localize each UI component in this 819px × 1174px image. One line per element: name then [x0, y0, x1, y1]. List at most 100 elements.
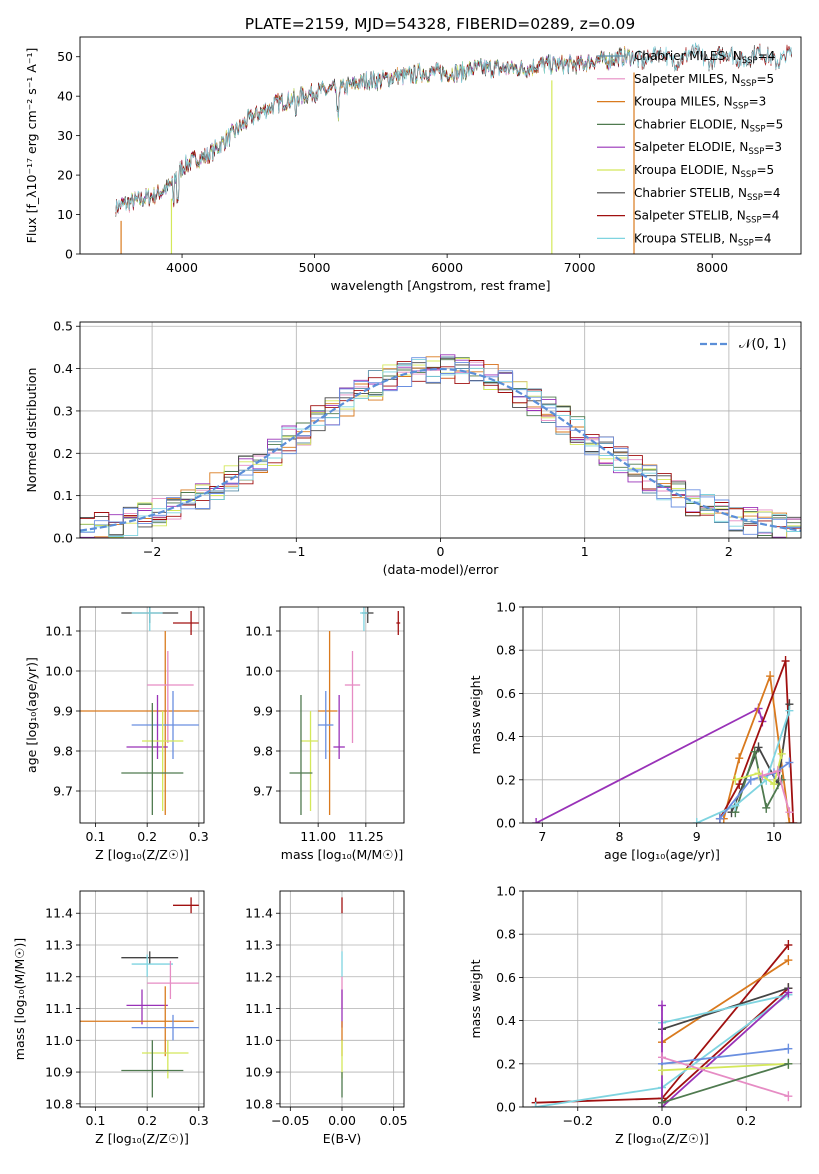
legend-subscript: SSP — [741, 170, 757, 180]
y-tick-label: 20 — [57, 168, 73, 183]
axes-frame — [522, 606, 802, 824]
x-tick-label: 0.3 — [189, 829, 209, 844]
x-axis-label: wavelength [Angstrom, rest frame] — [330, 278, 550, 293]
y-tick-label: 0.2 — [496, 772, 516, 787]
y-tick-label: 0.5 — [53, 319, 73, 334]
plot-area — [80, 607, 199, 815]
y-tick-label: 10.0 — [45, 664, 73, 679]
weight-line — [661, 987, 790, 1104]
y-tick-label: 9.8 — [53, 744, 73, 759]
weight-line — [661, 1056, 789, 1098]
x-tick-label: 0.2 — [736, 1113, 756, 1128]
weight-line — [661, 1062, 789, 1072]
legend-value: =3 — [764, 140, 782, 154]
spectrum-line — [115, 43, 792, 214]
weight-line — [719, 660, 795, 823]
y-tick-label: 11.1 — [45, 1001, 73, 1016]
y-tick-label: 0.0 — [496, 1100, 516, 1115]
legend-entry: Chabrier ELODIE, NSSP=5 — [634, 117, 783, 134]
legend-entry: Salpeter MILES, NSSP=5 — [634, 72, 774, 89]
legend-entry: Kroupa STELIB, NSSP=4 — [634, 231, 772, 248]
y-axis-label: mass [log₁₀(M/M☉)] — [12, 938, 27, 1060]
weight-line — [722, 675, 791, 823]
x-axis-label: E(B-V) — [323, 1131, 362, 1146]
axes-frame — [279, 890, 405, 1108]
legend-subscript: SSP — [741, 79, 757, 89]
legend-subscript: SSP — [733, 102, 749, 112]
legend-subscript: SSP — [738, 238, 754, 248]
y-tick-label: 0 — [65, 247, 73, 262]
weight-line — [661, 993, 789, 1024]
y-tick-label: 11.1 — [245, 1001, 273, 1016]
y-axis-label: mass weight — [468, 959, 483, 1038]
y-tick-label: 9.7 — [253, 784, 273, 799]
y-tick-label: 10.8 — [45, 1096, 73, 1111]
plot-area — [115, 42, 792, 254]
x-tick-label: 4000 — [166, 260, 198, 275]
x-tick-label: 0.2 — [137, 1113, 157, 1128]
y-tick-label: 10.9 — [45, 1065, 73, 1080]
x-tick-label: −0.05 — [271, 1113, 309, 1128]
y-tick-label: 10.9 — [245, 1065, 273, 1080]
spectrum-legend: Chabrier MILES, NSSP=4 Salpeter MILES, NS… — [597, 49, 783, 248]
y-tick-label: 0.6 — [496, 970, 516, 985]
legend-entry: Salpeter STELIB, NSSP=4 — [634, 209, 779, 226]
y-tick-label: 1.0 — [496, 600, 516, 615]
x-tick-label: 2 — [725, 544, 733, 559]
x-tick-label: 0.0 — [652, 1113, 672, 1128]
plot-area — [80, 897, 199, 1098]
x-axis-label: (data-model)/error — [383, 562, 500, 577]
y-tick-label: 11.2 — [245, 969, 273, 984]
x-tick-label: 0.00 — [328, 1113, 356, 1128]
legend-entry: Kroupa MILES, NSSP=3 — [634, 95, 766, 112]
x-tick-label: 0.2 — [137, 829, 157, 844]
legend-value: =5 — [756, 163, 774, 177]
y-tick-label: 11.0 — [45, 1033, 73, 1048]
weight-line — [661, 1062, 789, 1104]
x-tick-label: 1 — [581, 544, 589, 559]
legend-value: =5 — [756, 72, 774, 86]
y-tick-label: 11.2 — [45, 969, 73, 984]
legend-value: =5 — [766, 117, 784, 131]
x-axis-label: Z [log₁₀(Z/Z☉)] — [95, 1131, 189, 1146]
spectrum-panel: 4000 5000 6000 7000 8000 0 10 20 30 40 50 wavelengt… — [24, 36, 802, 293]
y-tick-label: 10.1 — [245, 624, 273, 639]
y-tick-label: 10.1 — [45, 624, 73, 639]
axes-frame — [79, 321, 802, 539]
x-tick-label: 11.00 — [300, 829, 336, 844]
x-tick-label: −0.2 — [563, 1113, 593, 1128]
y-axis-label: Flux [f_λ10⁻¹⁷ erg cm⁻² s⁻¹ A⁻¹] — [24, 48, 39, 244]
histogram-series — [80, 357, 801, 535]
y-tick-label: 0.4 — [496, 729, 516, 744]
spectrum-line — [115, 42, 792, 213]
x-tick-label: 0.1 — [86, 1113, 106, 1128]
x-axis-label: mass [log₁₀(M/M☉)] — [281, 847, 403, 862]
legend-value: =4 — [763, 186, 781, 200]
y-tick-label: 1.0 — [496, 884, 516, 899]
legend-subscript: SSP — [747, 193, 763, 203]
weight-line — [734, 748, 783, 813]
mass-vs-ebv-panel: −0.05 0.00 0.05 10.8 10.9 11.0 11.1 11.2 11.3 11.… — [245, 890, 408, 1146]
spectrum-line — [115, 47, 633, 218]
weight-line — [696, 710, 791, 823]
y-tick-label: 0.4 — [53, 361, 73, 376]
y-tick-label: 0.6 — [496, 686, 516, 701]
legend-value: =3 — [749, 95, 767, 109]
weight-line — [661, 1047, 789, 1065]
y-tick-label: 0.0 — [53, 531, 73, 546]
legend-value: =4 — [762, 209, 780, 223]
y-tick-label: 0.0 — [496, 816, 516, 831]
legend-entry: Salpeter ELODIE, NSSP=3 — [634, 140, 782, 157]
y-tick-label: 50 — [57, 49, 73, 64]
plot-area — [532, 656, 798, 823]
x-tick-label: 7000 — [564, 260, 596, 275]
legend-entry: Chabrier MILES, NSSP=4 — [634, 49, 775, 66]
spectrum-line — [115, 45, 633, 214]
y-tick-label: 9.7 — [53, 784, 73, 799]
x-tick-label: 8 — [616, 829, 624, 844]
y-tick-label: 0.3 — [53, 403, 73, 418]
x-tick-label: 6000 — [431, 260, 463, 275]
x-tick-label: 10 — [766, 829, 782, 844]
x-tick-label: 0.05 — [380, 1113, 408, 1128]
